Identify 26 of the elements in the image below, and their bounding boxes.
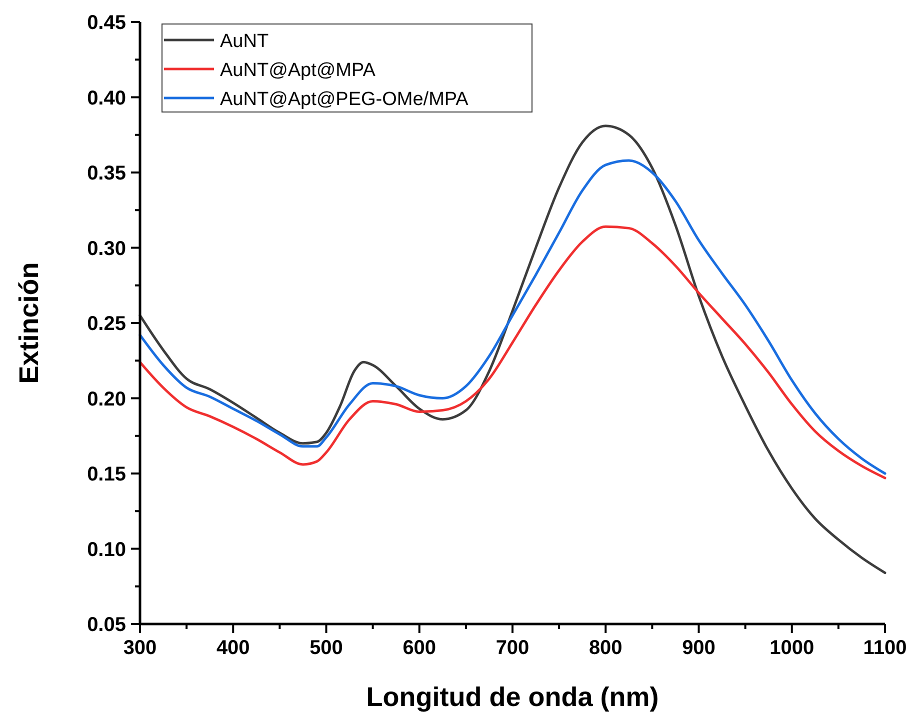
line-series: [138, 124, 886, 574]
y-tick-label: 0.30: [87, 238, 126, 260]
y-tick-label: 0.10: [87, 538, 126, 561]
line-series: [138, 225, 886, 480]
line-series: [138, 159, 886, 475]
legend-label: AuNT: [220, 31, 269, 52]
x-axis-title: Longitud de onda (nm): [366, 682, 659, 712]
x-tick-label: 900: [682, 637, 716, 659]
y-tick-label: 0.40: [87, 87, 126, 110]
y-tick-label: 0.35: [87, 162, 126, 184]
x-tick-label: 300: [123, 637, 157, 659]
x-tick-label: 800: [588, 637, 622, 659]
y-tick-label: 0.05: [87, 614, 126, 636]
x-tick-label: 500: [310, 637, 343, 659]
x-tick-label: 700: [496, 637, 530, 659]
x-tick-label: 400: [216, 637, 250, 659]
legend-label: AuNT@Apt@MPA: [220, 60, 376, 81]
x-tick-label: 600: [402, 637, 436, 659]
x-tick-label: 1100: [863, 637, 907, 659]
y-tick-label: 0.45: [87, 12, 126, 34]
y-axis-title: Extinción: [14, 262, 44, 384]
y-tick-label: 0.20: [87, 388, 126, 410]
y-tick-label: 0.25: [87, 313, 126, 335]
x-tick-label: 1000: [770, 637, 814, 659]
y-tick-label: 0.15: [87, 464, 126, 486]
legend-label: AuNT@Apt@PEG-OMe/MPA: [220, 89, 469, 110]
